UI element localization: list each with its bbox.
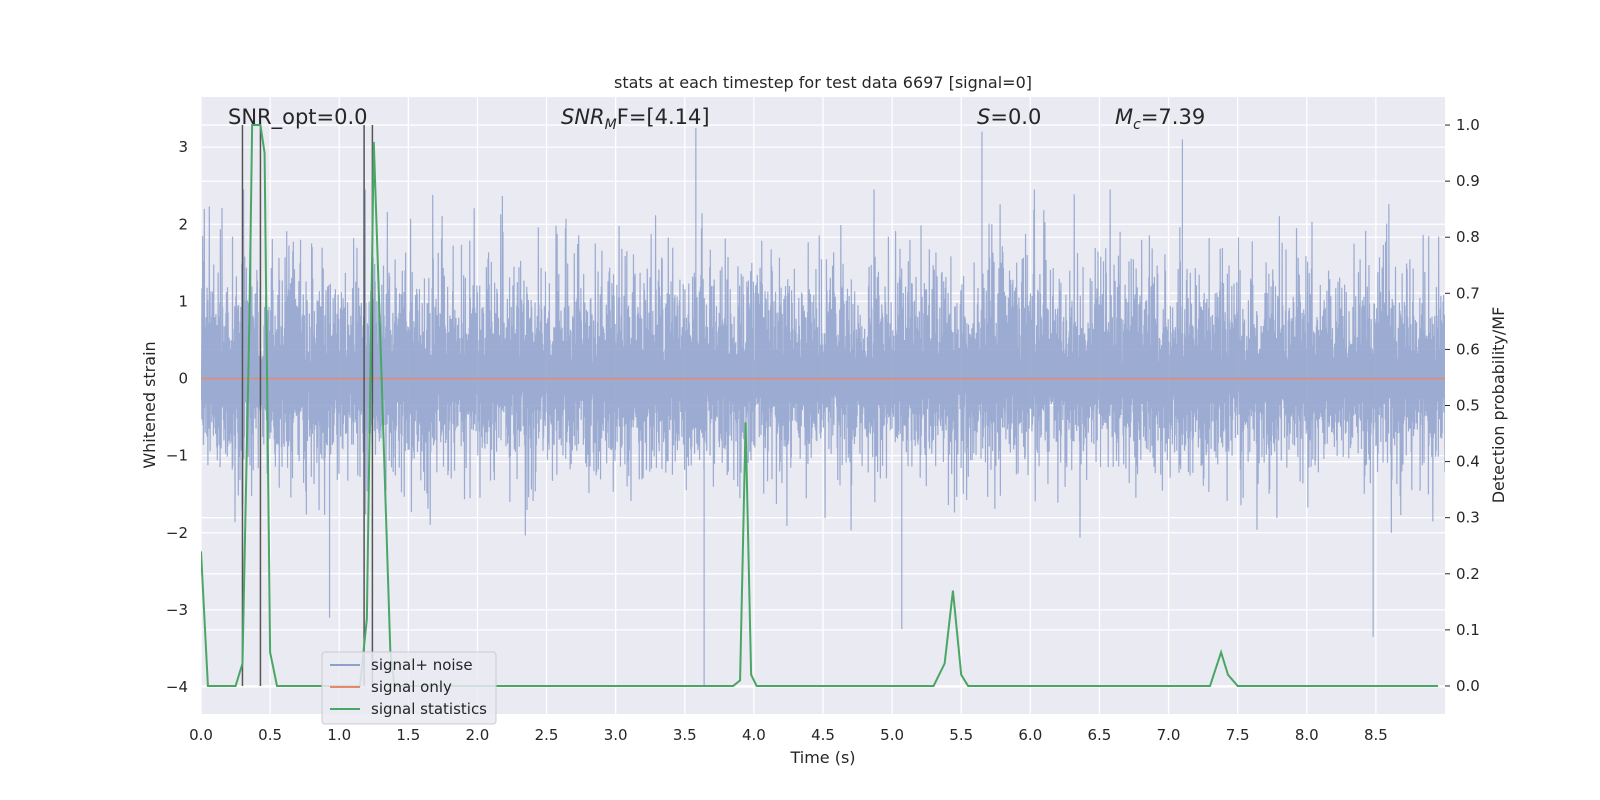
x-tick-label: 5.0 <box>880 726 904 744</box>
y-tick-label: −3 <box>166 601 188 619</box>
x-tick-label: 0.0 <box>189 726 213 744</box>
x-tick-label: 6.0 <box>1018 726 1042 744</box>
x-tick-label: 8.0 <box>1295 726 1319 744</box>
s-annotation: S=0.0 <box>977 105 1041 129</box>
y-tick-label: 1 <box>178 292 188 310</box>
legend-label-signal-noise: signal+ noise <box>371 656 473 674</box>
legend: signal+ noise signal only signal statist… <box>321 651 497 725</box>
y-tick-label: 2 <box>178 215 188 233</box>
snr-mf-annotation: SNRMF=[4.14] <box>561 105 710 133</box>
x-tick-label: 4.0 <box>742 726 766 744</box>
y2-tick-label: 0.8 <box>1456 228 1480 246</box>
y-tick-label: −4 <box>166 678 188 696</box>
y-axis-label: Whitened strain <box>140 341 159 468</box>
y2-tick-label: 0.9 <box>1456 172 1480 190</box>
y-tick-labels: −4 −3 −2 −1 0 1 2 3 <box>166 138 188 696</box>
y-tick-label: 3 <box>178 138 188 156</box>
x-tick-label: 7.5 <box>1226 726 1250 744</box>
x-tick-label: 3.0 <box>604 726 628 744</box>
snr-opt-annotation: SNR_opt=0.0 <box>228 105 368 130</box>
series-signal-noise <box>201 127 1445 688</box>
x-axis-label: Time (s) <box>789 748 855 767</box>
x-tick-label: 2.0 <box>466 726 490 744</box>
y-tick-label: −1 <box>166 447 188 465</box>
x-tick-label: 1.5 <box>396 726 420 744</box>
chart-title: stats at each timestep for test data 669… <box>614 73 1032 92</box>
legend-label-signal-statistics: signal statistics <box>371 700 487 718</box>
vertical-markers <box>241 125 374 686</box>
y2-tick-label: 0.5 <box>1456 397 1480 415</box>
y2-tick-label: 0.4 <box>1456 453 1480 471</box>
y2-axis-label: Detection probability/MF <box>1489 307 1508 504</box>
x-tick-label: 2.5 <box>535 726 559 744</box>
y2-tick-label: 0.2 <box>1456 565 1480 583</box>
y2-tick-label: 0.3 <box>1456 509 1480 527</box>
x-tick-label: 0.5 <box>258 726 282 744</box>
legend-label-signal-only: signal only <box>371 678 452 696</box>
y2-tick-label: 0.6 <box>1456 340 1480 358</box>
x-tick-labels: 0.0 0.5 1.0 1.5 2.0 2.5 3.0 3.5 4.0 4.5 5.0 5.5 6.0 6… <box>189 726 1388 744</box>
x-tick-label: 1.0 <box>327 726 351 744</box>
y2-tick-labels: 0.0 0.1 0.2 0.3 0.4 0.5 0.6 0.7 0.8 0.9 1.0 <box>1445 116 1480 695</box>
y-tick-label: 0 <box>178 370 188 388</box>
legend-box <box>321 651 497 725</box>
y2-tick-label: 0.0 <box>1456 677 1480 695</box>
x-tick-label: 7.0 <box>1157 726 1181 744</box>
y-tick-label: −2 <box>166 524 188 542</box>
y2-tick-label: 0.1 <box>1456 621 1480 639</box>
x-tick-label: 4.5 <box>811 726 835 744</box>
x-tick-label: 3.5 <box>673 726 697 744</box>
x-tick-label: 6.5 <box>1088 726 1112 744</box>
y2-tick-label: 0.7 <box>1456 284 1480 302</box>
x-tick-label: 8.5 <box>1364 726 1388 744</box>
annotations: SNR_opt=0.0 SNRMF=[4.14] S=0.0 Mc=7.39 <box>228 105 1205 133</box>
x-tick-label: 5.5 <box>949 726 973 744</box>
y2-tick-label: 1.0 <box>1456 116 1480 134</box>
mc-annotation: Mc=7.39 <box>1115 105 1205 133</box>
series-signal-statistics <box>201 124 1439 687</box>
